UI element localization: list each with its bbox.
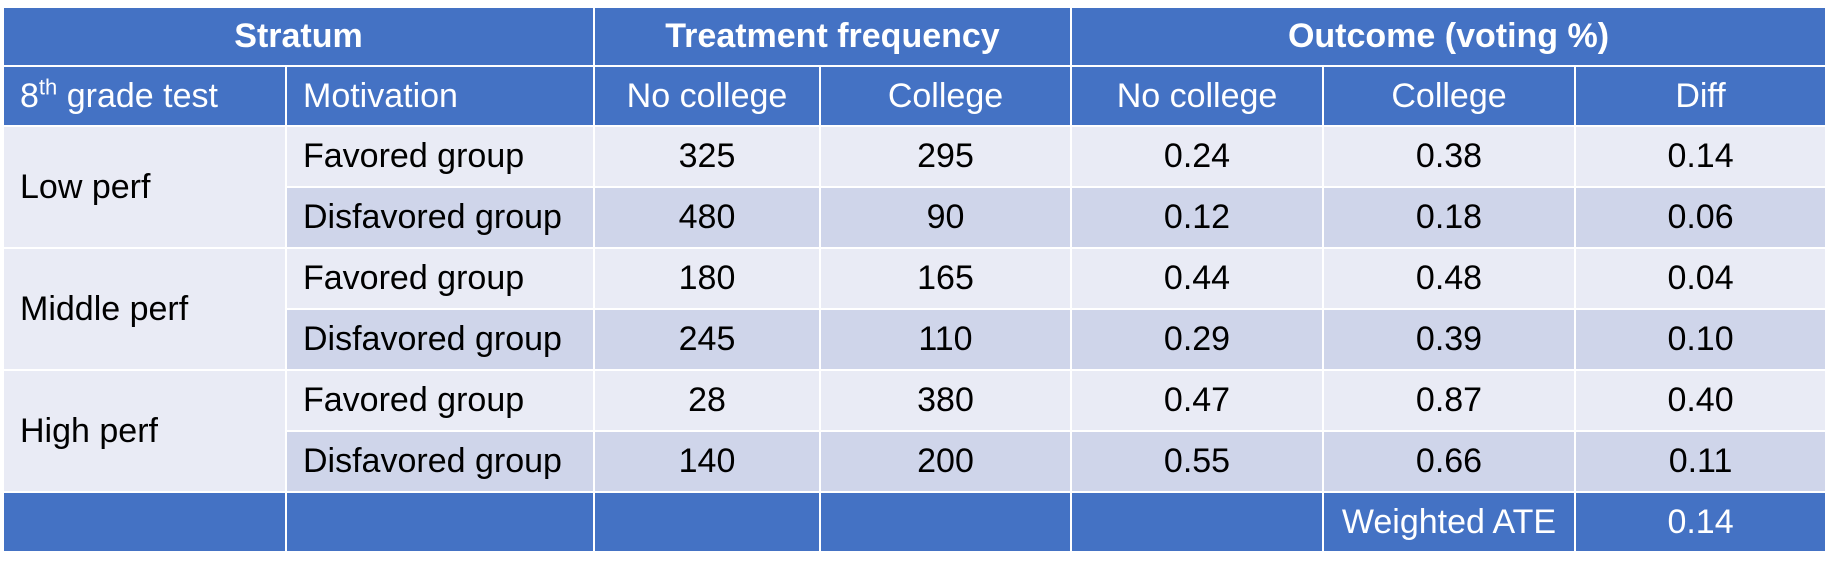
outcome-group-header: Outcome (voting %) [1070, 6, 1827, 67]
treat-no-college-cell: 480 [593, 186, 821, 249]
stratum-group-header: Stratum [2, 6, 595, 67]
footer-empty-cell [285, 491, 595, 553]
treat-no-college-header: No college [593, 65, 821, 127]
stratum-label: Low perf [2, 125, 287, 249]
diff-cell: 0.11 [1574, 430, 1827, 493]
out-college-cell: 0.39 [1322, 308, 1577, 371]
diff-cell: 0.06 [1574, 186, 1827, 249]
treat-college-cell: 90 [818, 186, 1073, 249]
out-no-college-cell: 0.12 [1070, 186, 1325, 249]
table-row: High perf Favored group 28 380 0.47 0.87… [2, 369, 1827, 493]
grade-test-suffix: grade test [57, 76, 218, 115]
treat-college-cell: 165 [818, 247, 1073, 310]
treat-no-college-cell: 245 [593, 308, 821, 371]
out-college-cell: 0.66 [1322, 430, 1577, 493]
group-header-row: Stratum Treatment frequency Outcome (vot… [2, 6, 1827, 67]
out-college-cell: 0.18 [1322, 186, 1577, 249]
diff-cell: 0.14 [1574, 125, 1827, 188]
out-no-college-cell: 0.24 [1070, 125, 1325, 188]
out-no-college-header: No college [1070, 65, 1325, 127]
motivation-cell: Favored group [285, 125, 595, 188]
table-row: Disfavored group 140 200 0.55 0.66 0.11 [3, 430, 1827, 493]
diff-cell: 0.10 [1574, 308, 1827, 371]
treat-no-college-cell: 325 [593, 125, 821, 188]
out-no-college-cell: 0.29 [1070, 308, 1325, 371]
grade-test-sup: th [38, 74, 58, 100]
footer-empty-cell [818, 491, 1073, 553]
results-table: Stratum Treatment frequency Outcome (vot… [2, 6, 1827, 553]
treat-college-cell: 110 [818, 308, 1073, 371]
out-no-college-cell: 0.47 [1070, 369, 1325, 432]
motivation-cell: Disfavored group [285, 308, 595, 371]
out-no-college-cell: 0.55 [1070, 430, 1325, 493]
treat-no-college-cell: 180 [593, 247, 821, 310]
treatment-frequency-group-header: Treatment frequency [592, 6, 1073, 67]
treat-no-college-cell: 140 [593, 430, 821, 493]
grade-test-prefix: 8 [20, 76, 39, 115]
diff-header: Diff [1574, 65, 1827, 127]
table-row: Disfavored group 245 110 0.29 0.39 0.10 [3, 308, 1827, 371]
stratum-label: High perf [2, 369, 287, 493]
footer-row: Weighted ATE 0.14 [2, 491, 1827, 553]
weighted-ate-label: Weighted ATE [1322, 491, 1577, 553]
treat-college-cell: 295 [818, 125, 1073, 188]
treat-college-cell: 200 [818, 430, 1073, 493]
treat-college-cell: 380 [818, 369, 1073, 432]
weighted-ate-value: 0.14 [1574, 491, 1827, 553]
out-no-college-cell: 0.44 [1070, 247, 1325, 310]
footer-empty-cell [593, 491, 821, 553]
column-header-row: 8th grade test Motivation No college Col… [2, 65, 1827, 127]
table-row: Middle perf Favored group 180 165 0.44 0… [2, 247, 1827, 371]
table-row: Low perf Favored group 325 295 0.24 0.38… [2, 125, 1827, 249]
out-college-cell: 0.48 [1322, 247, 1577, 310]
motivation-header: Motivation [285, 65, 595, 127]
motivation-cell: Disfavored group [285, 186, 595, 249]
treat-college-header: College [818, 65, 1073, 127]
out-college-header: College [1322, 65, 1577, 127]
grade-test-header: 8th grade test [2, 65, 287, 127]
motivation-cell: Disfavored group [285, 430, 595, 493]
footer-empty-cell [2, 491, 287, 553]
motivation-cell: Favored group [285, 369, 595, 432]
out-college-cell: 0.87 [1322, 369, 1577, 432]
table-row: Disfavored group 480 90 0.12 0.18 0.06 [3, 186, 1827, 249]
motivation-cell: Favored group [285, 247, 595, 310]
treat-no-college-cell: 28 [593, 369, 821, 432]
out-college-cell: 0.38 [1322, 125, 1577, 188]
footer-empty-cell [1070, 491, 1325, 553]
diff-cell: 0.04 [1574, 247, 1827, 310]
diff-cell: 0.40 [1574, 369, 1827, 432]
stratum-label: Middle perf [2, 247, 287, 371]
